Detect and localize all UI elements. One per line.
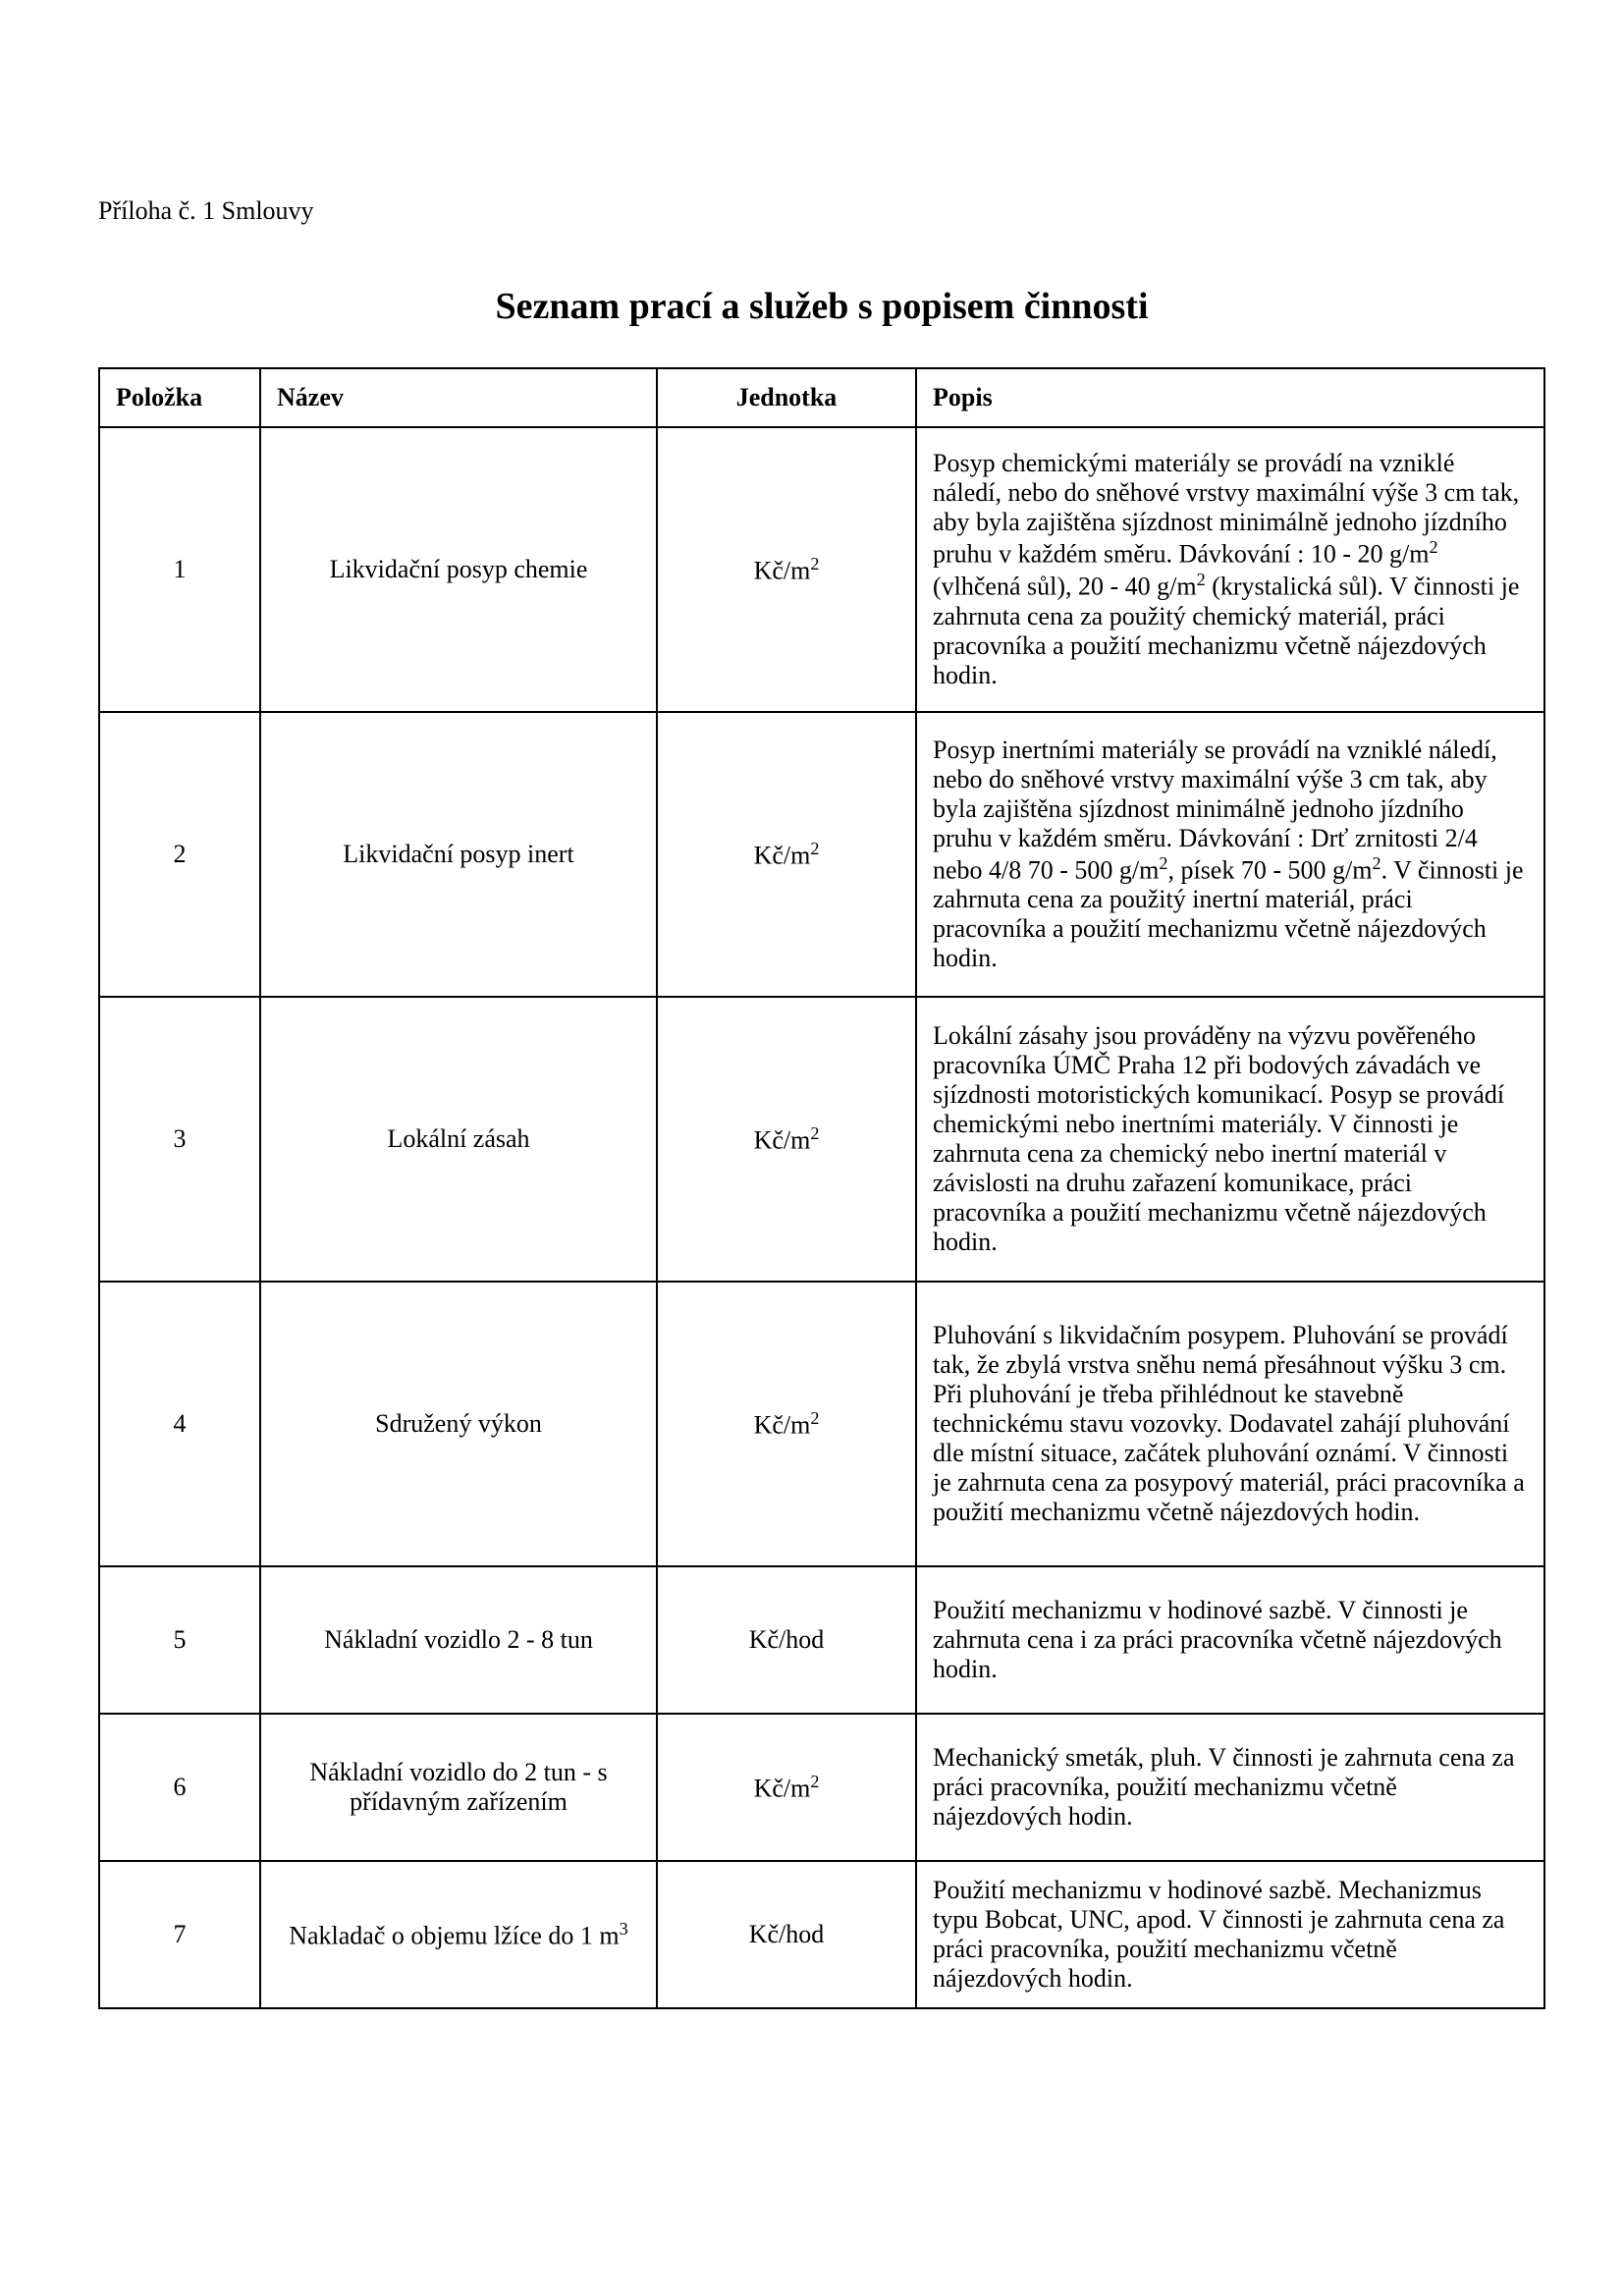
cell-desc: Použití mechanizmu v hodinové sazbě. Mec… <box>916 1861 1544 2008</box>
cell-unit: Kč/m2 <box>657 427 916 712</box>
cell-unit: Kč/m2 <box>657 1282 916 1566</box>
cell-item: 7 <box>99 1861 260 2008</box>
table-row: 4Sdružený výkonKč/m2Pluhování s likvidač… <box>99 1282 1544 1566</box>
cell-item: 5 <box>99 1566 260 1714</box>
cell-name: Nákladní vozidlo do 2 tun - s přídavným … <box>260 1714 657 1861</box>
cell-item: 2 <box>99 712 260 997</box>
column-header-unit: Jednotka <box>657 368 916 427</box>
attachment-label: Příloha č. 1 Smlouvy <box>98 196 1545 226</box>
cell-desc: Posyp chemickými materiály se provádí na… <box>916 427 1544 712</box>
page-title: Seznam prací a služeb s popisem činnosti <box>98 285 1545 328</box>
table-row: 5Nákladní vozidlo 2 - 8 tunKč/hodPoužití… <box>99 1566 1544 1714</box>
cell-unit: Kč/m2 <box>657 712 916 997</box>
table-header-row: Položka Název Jednotka Popis <box>99 368 1544 427</box>
cell-desc: Použití mechanizmu v hodinové sazbě. V č… <box>916 1566 1544 1714</box>
cell-item: 3 <box>99 997 260 1282</box>
cell-desc: Lokální zásahy jsou prováděny na výzvu p… <box>916 997 1544 1282</box>
cell-desc: Posyp inertními materiály se provádí na … <box>916 712 1544 997</box>
table-row: 6Nákladní vozidlo do 2 tun - s přídavným… <box>99 1714 1544 1861</box>
cell-item: 4 <box>99 1282 260 1566</box>
table-row: 3Lokální zásahKč/m2Lokální zásahy jsou p… <box>99 997 1544 1282</box>
cell-name: Nakladač o objemu lžíce do 1 m3 <box>260 1861 657 2008</box>
document-page: Příloha č. 1 Smlouvy Seznam prací a služ… <box>0 0 1624 2296</box>
cell-name: Nákladní vozidlo 2 - 8 tun <box>260 1566 657 1714</box>
column-header-name: Název <box>260 368 657 427</box>
cell-unit: Kč/hod <box>657 1861 916 2008</box>
cell-name: Sdružený výkon <box>260 1282 657 1566</box>
cell-name: Likvidační posyp chemie <box>260 427 657 712</box>
table-row: 1Likvidační posyp chemieKč/m2Posyp chemi… <box>99 427 1544 712</box>
cell-desc: Mechanický smeták, pluh. V činnosti je z… <box>916 1714 1544 1861</box>
cell-unit: Kč/hod <box>657 1566 916 1714</box>
cell-item: 6 <box>99 1714 260 1861</box>
table-row: 7Nakladač o objemu lžíce do 1 m3Kč/hodPo… <box>99 1861 1544 2008</box>
table-row: 2Likvidační posyp inertKč/m2Posyp inertn… <box>99 712 1544 997</box>
column-header-item: Položka <box>99 368 260 427</box>
cell-desc: Pluhování s likvidačním posypem. Pluhová… <box>916 1282 1544 1566</box>
cell-item: 1 <box>99 427 260 712</box>
cell-unit: Kč/m2 <box>657 1714 916 1861</box>
work-list-table: Položka Název Jednotka Popis 1Likvidační… <box>98 367 1545 2009</box>
cell-name: Likvidační posyp inert <box>260 712 657 997</box>
table-body: 1Likvidační posyp chemieKč/m2Posyp chemi… <box>99 427 1544 2008</box>
cell-name: Lokální zásah <box>260 997 657 1282</box>
cell-unit: Kč/m2 <box>657 997 916 1282</box>
column-header-desc: Popis <box>916 368 1544 427</box>
